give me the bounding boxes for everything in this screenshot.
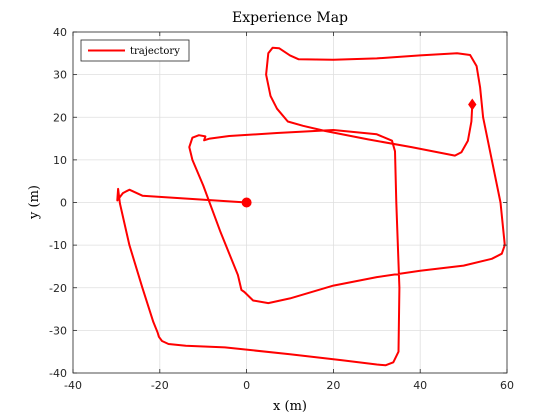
end-marker — [468, 98, 477, 111]
y-tick-label: 0 — [60, 197, 67, 210]
x-tick-label: -40 — [64, 379, 82, 392]
trajectory-line — [116, 46, 506, 367]
y-tick-label: -40 — [49, 367, 67, 380]
legend-box — [80, 39, 190, 62]
ticks: -40 -20 0 20 40 60 -40 -30 -20 -10 0 10 20 30 40 — [49, 26, 514, 392]
y-tick-label: -20 — [49, 282, 67, 295]
series-layer — [116, 46, 506, 367]
plot-area: -40 -20 0 20 40 60 -40 -30 -20 -10 0 10 20 30 40 — [49, 26, 514, 392]
legend-label: trajectory — [130, 46, 180, 57]
x-tick-label: 0 — [243, 379, 250, 392]
x-tick-label: 60 — [500, 379, 514, 392]
legend: trajectory — [80, 39, 190, 62]
y-tick-label: 10 — [53, 154, 67, 167]
y-tick-label: 40 — [53, 26, 67, 39]
y-tick-label: 30 — [53, 69, 67, 82]
x-tick-label: 20 — [326, 379, 340, 392]
start-marker — [241, 197, 252, 208]
y-tick-label: -10 — [49, 239, 67, 252]
y-tick-label: -30 — [49, 324, 67, 337]
chart-title: Experience Map — [232, 10, 348, 26]
y-axis-label: y (m) — [27, 185, 42, 220]
x-axis-label: x (m) — [273, 399, 307, 414]
x-tick-label: 40 — [413, 379, 427, 392]
x-tick-label: -20 — [151, 379, 169, 392]
y-tick-label: 20 — [53, 111, 67, 124]
